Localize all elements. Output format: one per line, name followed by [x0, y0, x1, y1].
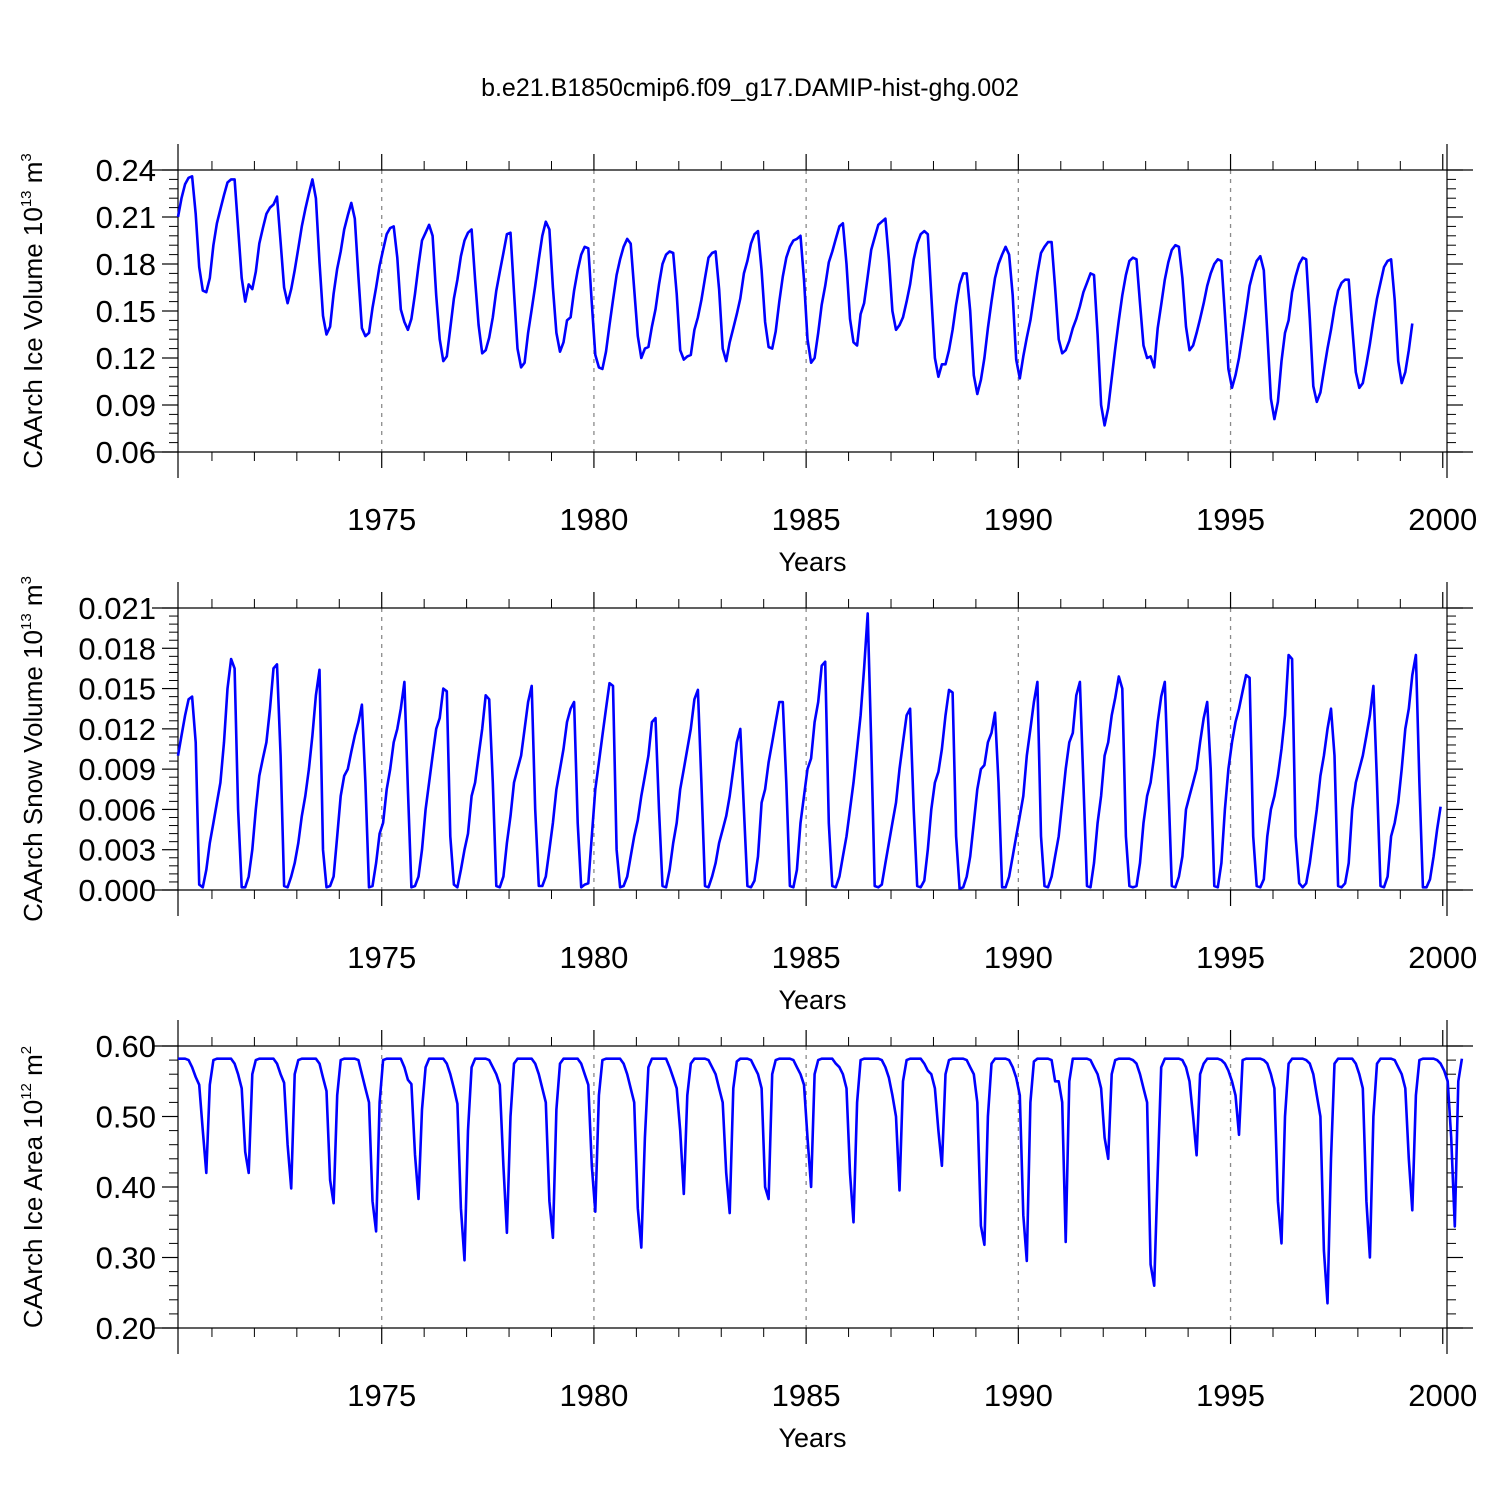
ice-area-ytick-label: 0.60	[96, 1029, 156, 1064]
snow-volume-ytick-label: 0.003	[78, 833, 156, 868]
snow-volume-panel: 0.000 0.003 0.006 0.009 0.012 0.015 0.018 0.021…	[18, 576, 1477, 1015]
snow-volume-ytick-label: 0.012	[78, 712, 156, 747]
ice-volume-ytick-label: 0.12	[96, 341, 156, 376]
snow-volume-x-axis-title: Years	[778, 985, 846, 1015]
ice-volume-ytick-label: 0.18	[96, 247, 156, 282]
snow-volume-ytick-label: 0.009	[78, 752, 156, 787]
snow-volume-ytick-label: 0.000	[78, 873, 156, 908]
snow-volume-y-axis-title-part: 3	[18, 576, 35, 584]
snow-volume-y-axis-title-part: m	[18, 584, 48, 613]
snow-volume-ytick-label: 0.018	[78, 631, 156, 666]
ice-area-y-axis-title-part: m	[18, 1054, 48, 1083]
ice-area-ytick-label: 0.40	[96, 1170, 156, 1205]
figure-title: b.e21.B1850cmip6.f09_g17.DAMIP-hist-ghg.…	[481, 74, 1019, 102]
snow-volume-xtick-label: 1995	[1196, 940, 1265, 975]
snow-volume-xtick-label: 1985	[772, 940, 841, 975]
ice-area-panel: 0.20 0.30 0.40 0.50 0.60 1975 1980 1985 1990 1995…	[18, 1020, 1477, 1453]
snow-volume-ytick-label: 0.006	[78, 792, 156, 827]
ice-area-ytick-label: 0.20	[96, 1311, 156, 1346]
ice-volume-xtick-label: 2000	[1408, 502, 1477, 537]
ice-area-ytick-label: 0.50	[96, 1100, 156, 1135]
snow-volume-y-axis-title: CAArch Snow Volume 1013 m3	[18, 576, 48, 922]
snow-volume-series-line	[176, 612, 1442, 891]
ice-volume-ytick-label: 0.09	[96, 388, 156, 423]
ice-volume-ytick-label: 0.21	[96, 200, 156, 235]
ice-volume-y-axis-title-part: CAArch Ice Volume 10	[18, 207, 48, 469]
ice-volume-panel: 0.06 0.09 0.12 0.15 0.18 0.21 0.24 1975 1980 1985…	[18, 144, 1477, 577]
snow-volume-ytick-label: 0.015	[78, 672, 156, 707]
ice-area-xtick-label: 1980	[559, 1378, 628, 1413]
snow-volume-xtick-label: 2000	[1408, 940, 1477, 975]
ice-area-xtick-label: 1975	[347, 1378, 416, 1413]
ice-volume-y-axis-title-part: 3	[18, 153, 35, 161]
ice-volume-ytick-label: 0.15	[96, 294, 156, 329]
snow-volume-xtick-label: 1990	[984, 940, 1053, 975]
ice-area-xtick-label: 1995	[1196, 1378, 1265, 1413]
snow-volume-ytick-label: 0.021	[78, 591, 156, 626]
snow-volume-y-axis-title-part: 13	[18, 613, 35, 630]
ice-volume-xtick-label: 1995	[1196, 502, 1265, 537]
ice-volume-y-axis-title-part: m	[18, 162, 48, 191]
ice-area-xtick-label: 2000	[1408, 1378, 1477, 1413]
ice-volume-xtick-label: 1985	[772, 502, 841, 537]
ice-volume-y-axis-title: CAArch Ice Volume 1013 m3	[18, 153, 48, 469]
snow-volume-y-axis-title-part: CAArch Snow Volume 10	[18, 630, 48, 922]
snow-volume-xtick-label: 1980	[559, 940, 628, 975]
ice-volume-xtick-label: 1980	[559, 502, 628, 537]
ice-area-y-axis-title: CAArch Ice Area 1012 m2	[18, 1046, 48, 1328]
ice-area-y-axis-title-part: 12	[18, 1083, 35, 1100]
snow-volume-xtick-label: 1975	[347, 940, 416, 975]
ice-area-y-axis-title-part: 2	[18, 1046, 35, 1054]
ice-volume-xtick-label: 1975	[347, 502, 416, 537]
ice-area-series-line	[178, 1057, 1464, 1305]
ice-volume-ytick-label: 0.06	[96, 435, 156, 470]
ice-area-ytick-label: 0.30	[96, 1241, 156, 1276]
ice-volume-y-axis-title-part: 13	[18, 190, 35, 207]
ice-volume-series-line	[176, 175, 1414, 427]
ice-area-xtick-label: 1990	[984, 1378, 1053, 1413]
ice-area-y-axis-title-part: CAArch Ice Area 10	[18, 1100, 48, 1328]
ice-area-xtick-label: 1985	[772, 1378, 841, 1413]
ice-volume-x-axis-title: Years	[778, 547, 846, 577]
ice-volume-ytick-label: 0.24	[96, 153, 156, 188]
ice-area-x-axis-title: Years	[778, 1423, 846, 1453]
ice-volume-xtick-label: 1990	[984, 502, 1053, 537]
